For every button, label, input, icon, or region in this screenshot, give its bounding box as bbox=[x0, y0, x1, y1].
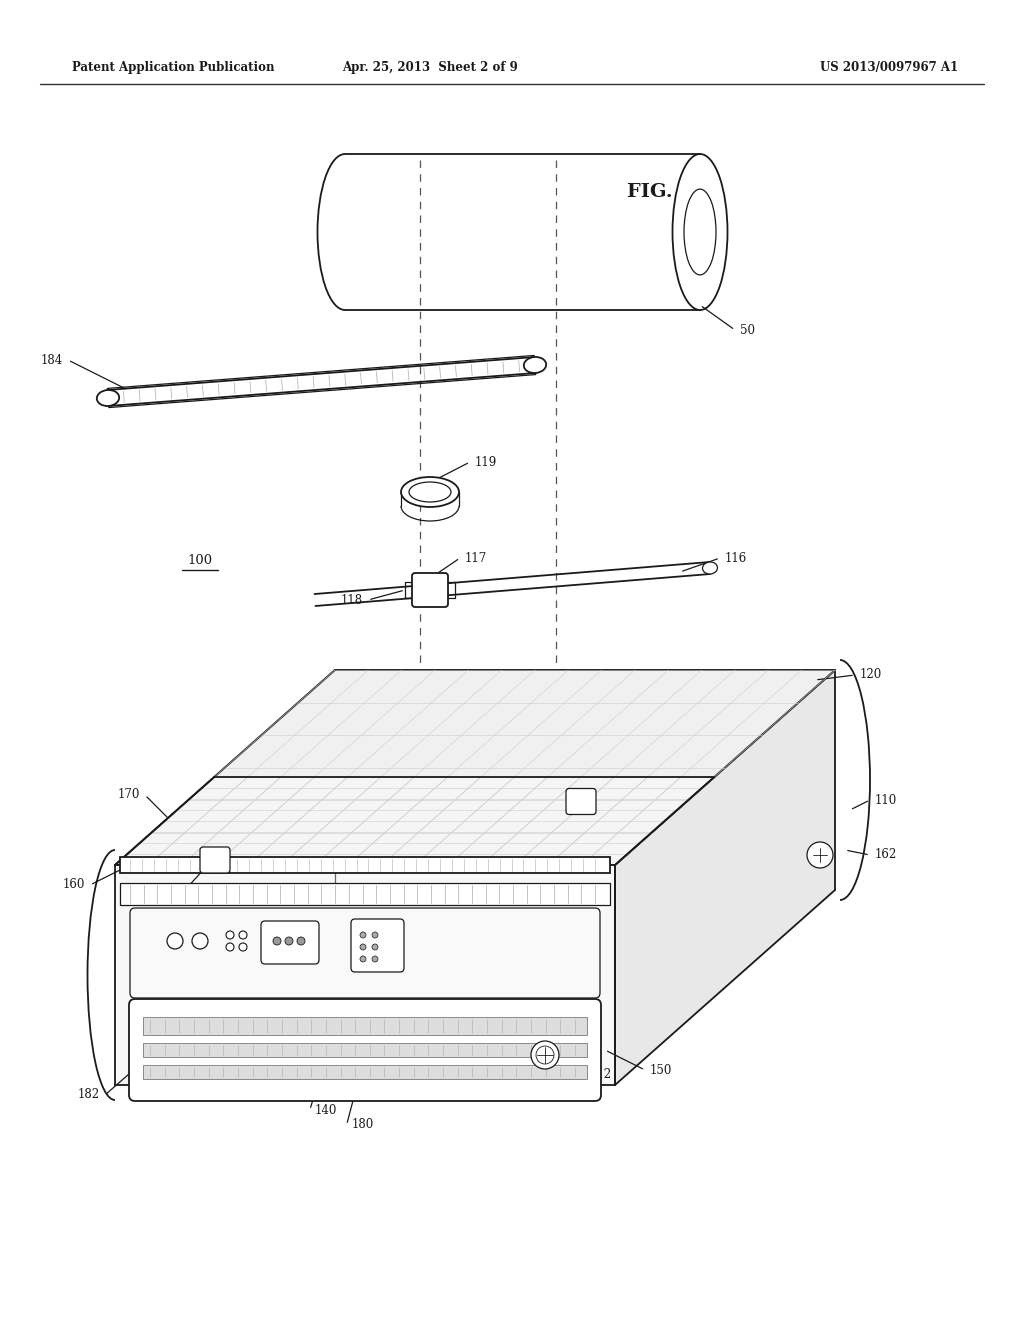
Text: Apr. 25, 2013  Sheet 2 of 9: Apr. 25, 2013 Sheet 2 of 9 bbox=[342, 62, 518, 74]
Text: 182: 182 bbox=[78, 1089, 100, 1101]
Ellipse shape bbox=[97, 389, 119, 407]
Ellipse shape bbox=[684, 189, 716, 275]
Ellipse shape bbox=[673, 154, 727, 310]
Text: 120: 120 bbox=[860, 668, 883, 681]
Circle shape bbox=[226, 931, 234, 939]
Ellipse shape bbox=[702, 562, 718, 574]
Bar bbox=[143, 1065, 587, 1078]
Text: 184: 184 bbox=[41, 354, 63, 367]
Text: 180: 180 bbox=[351, 1118, 374, 1131]
Text: 110: 110 bbox=[874, 793, 897, 807]
Circle shape bbox=[360, 956, 366, 962]
Text: 118: 118 bbox=[341, 594, 362, 606]
Text: Patent Application Publication: Patent Application Publication bbox=[72, 62, 274, 74]
FancyBboxPatch shape bbox=[130, 908, 600, 998]
Bar bbox=[143, 1016, 587, 1035]
Text: 170: 170 bbox=[118, 788, 140, 801]
Circle shape bbox=[360, 932, 366, 939]
Ellipse shape bbox=[401, 477, 459, 507]
Text: 119: 119 bbox=[475, 455, 498, 469]
Text: 150: 150 bbox=[650, 1064, 673, 1077]
Polygon shape bbox=[115, 671, 835, 865]
Bar bbox=[143, 1043, 587, 1057]
FancyBboxPatch shape bbox=[129, 999, 601, 1101]
Text: FIG. 2: FIG. 2 bbox=[627, 183, 693, 201]
Circle shape bbox=[273, 937, 281, 945]
Circle shape bbox=[226, 942, 234, 950]
Circle shape bbox=[372, 932, 378, 939]
Circle shape bbox=[297, 937, 305, 945]
Circle shape bbox=[531, 1041, 559, 1069]
Polygon shape bbox=[115, 671, 835, 865]
Text: 160: 160 bbox=[62, 879, 85, 891]
Ellipse shape bbox=[524, 356, 546, 374]
Text: 121: 121 bbox=[158, 883, 180, 896]
Text: 140: 140 bbox=[314, 1104, 337, 1117]
FancyBboxPatch shape bbox=[200, 847, 230, 873]
Polygon shape bbox=[615, 671, 835, 1085]
Ellipse shape bbox=[409, 482, 451, 502]
FancyBboxPatch shape bbox=[261, 921, 319, 964]
Text: 112: 112 bbox=[590, 1068, 612, 1081]
Circle shape bbox=[807, 842, 833, 869]
Text: 117: 117 bbox=[465, 552, 487, 565]
Text: 162: 162 bbox=[874, 849, 897, 862]
Circle shape bbox=[285, 937, 293, 945]
Circle shape bbox=[239, 931, 247, 939]
FancyBboxPatch shape bbox=[412, 573, 449, 607]
Circle shape bbox=[360, 944, 366, 950]
Text: US 2013/0097967 A1: US 2013/0097967 A1 bbox=[820, 62, 958, 74]
Bar bbox=[120, 883, 610, 906]
Text: 116: 116 bbox=[725, 552, 748, 565]
FancyBboxPatch shape bbox=[351, 919, 404, 972]
Text: 115: 115 bbox=[240, 818, 262, 832]
FancyBboxPatch shape bbox=[566, 788, 596, 814]
Circle shape bbox=[372, 956, 378, 962]
Text: 100: 100 bbox=[187, 553, 213, 566]
Circle shape bbox=[372, 944, 378, 950]
Circle shape bbox=[193, 933, 208, 949]
Circle shape bbox=[536, 1045, 554, 1064]
Text: 121: 121 bbox=[621, 780, 643, 793]
Text: 50: 50 bbox=[740, 323, 755, 337]
Polygon shape bbox=[115, 865, 615, 1085]
Polygon shape bbox=[115, 777, 714, 865]
Bar bbox=[120, 857, 610, 873]
Circle shape bbox=[239, 942, 247, 950]
Circle shape bbox=[167, 933, 183, 949]
